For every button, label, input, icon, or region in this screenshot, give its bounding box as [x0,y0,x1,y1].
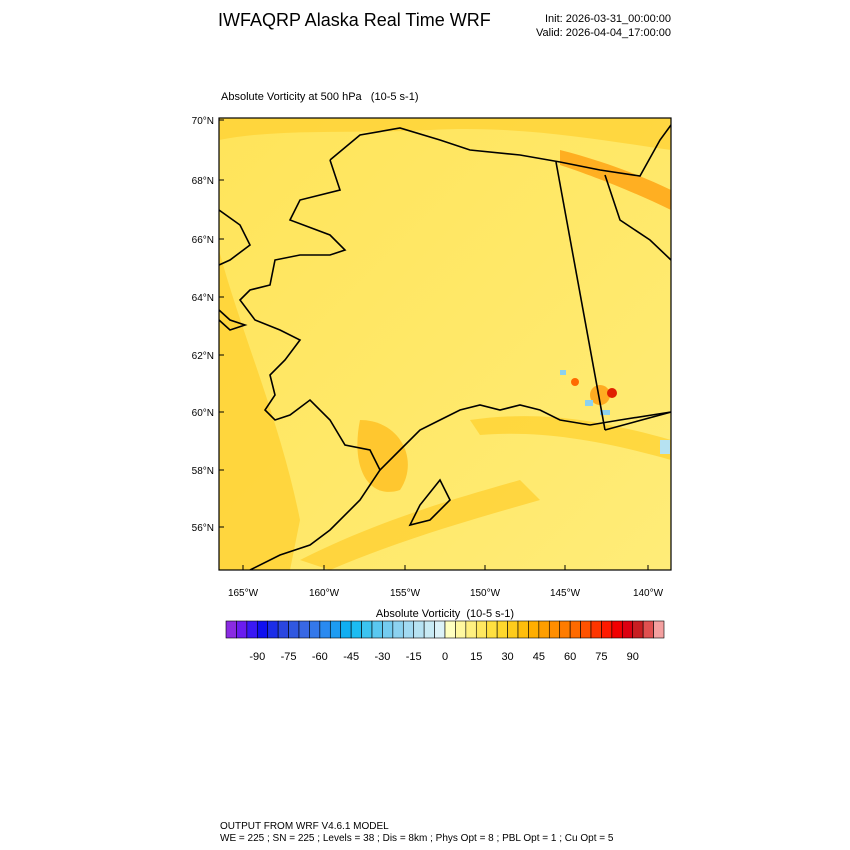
lon-label: 165°W [228,588,259,599]
colorbar-box [559,620,571,639]
colorbar-box [517,620,529,639]
colorbar-box [632,620,644,639]
map-frame [218,117,672,571]
main-title: IWFAQRP Alaska Real Time WRF [218,10,491,30]
colorbar-box [225,620,237,639]
colorbar-box [382,620,394,639]
colorbar-box [590,620,602,639]
colorbar-box [580,620,592,639]
lat-label: 60°N [192,408,214,419]
colorbar-box [548,620,561,639]
colorbar-label: 90 [627,651,639,663]
valid-time: Valid: 2026-04-04_17:00:00 [536,27,671,39]
lat-label: 64°N [192,293,214,304]
colorbar-box [621,620,634,639]
colorbar-label: -90 [249,651,265,663]
colorbar: -90 -75 -60 -45 -30 -15 0 15 30 45 60 75 90 [225,620,665,663]
colorbar-box [246,620,258,639]
lat-label: 56°N [192,523,214,534]
lon-label: 155°W [390,588,421,599]
lon-label: 145°W [550,588,581,599]
colorbar-box [288,620,300,639]
colorbar-box [486,620,498,639]
colorbar-box [507,620,519,639]
lat-label: 68°N [192,176,214,187]
colorbar-box [611,620,623,639]
coastlines [219,124,671,570]
colorbar-box [277,620,289,639]
colorbar-box [267,620,279,639]
colorbar-box [465,620,477,639]
colorbar-box [371,620,383,639]
colorbar-box [455,620,467,639]
lat-label: 70°N [192,116,214,127]
colorbar-box [256,620,269,639]
colorbar-label: 75 [595,651,607,663]
colorbar-box [653,620,665,639]
colorbar-box [642,620,654,639]
colorbar-box [392,620,404,639]
colorbar-label: -30 [374,651,390,663]
colorbar-box [319,620,331,639]
colorbar-box [423,620,435,639]
colorbar-box [402,620,415,639]
colorbar-label: 30 [501,651,513,663]
lon-label: 160°W [309,588,340,599]
plot-title: Absolute Vorticity at 500 hPa (10-5 s-1) [221,91,419,103]
footer-line: WE = 225 ; SN = 225 ; Levels = 38 ; Dis … [220,833,614,844]
lat-label: 66°N [192,235,214,246]
colorbar-label: 60 [564,651,576,663]
colorbar-label: -15 [406,651,422,663]
lon-label: 140°W [633,588,664,599]
lat-label: 58°N [192,466,214,477]
colorbar-box [528,620,540,639]
map-field [219,118,671,570]
colorbar-box [496,620,508,639]
colorbar-box [569,620,581,639]
colorbar-label: -45 [343,651,359,663]
lat-labels: 70°N 68°N 66°N 64°N 62°N 60°N 58°N 56°N [192,116,224,534]
colorbar-box [475,620,488,639]
colorbar-box [601,620,613,639]
colorbar-box [444,620,456,639]
colorbar-label: 0 [442,651,448,663]
colorbar-box [340,620,352,639]
init-time: Init: 2026-03-31_00:00:00 [545,13,671,25]
colorbar-box [236,620,248,639]
colorbar-box [413,620,425,639]
colorbar-label: 15 [470,651,482,663]
colorbar-box [298,620,310,639]
lat-label: 62°N [192,351,214,362]
colorbar-label: -75 [281,651,297,663]
colorbar-title: Absolute Vorticity (10-5 s-1) [376,608,514,620]
colorbar-box [329,620,342,639]
footer-line: OUTPUT FROM WRF V4.6.1 MODEL [220,821,389,832]
colorbar-box [361,620,373,639]
colorbar-label: -60 [312,651,328,663]
colorbar-label: 45 [533,651,545,663]
colorbar-box [538,620,550,639]
lon-labels: 165°W 160°W 155°W 150°W 145°W 140°W [228,565,664,599]
lon-label: 150°W [470,588,501,599]
colorbar-box [434,620,446,639]
colorbar-box [350,620,362,639]
colorbar-box [309,620,321,639]
